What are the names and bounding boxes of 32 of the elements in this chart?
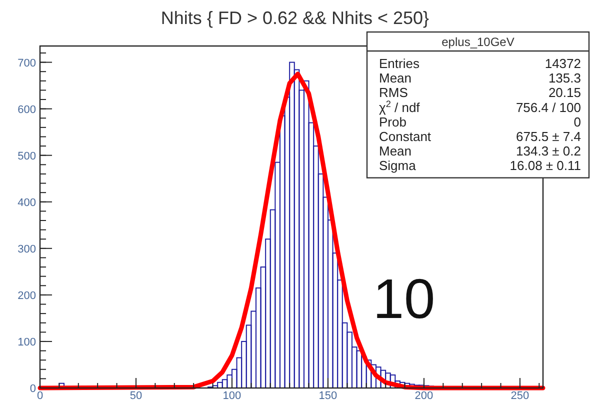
text: 20.15 bbox=[548, 85, 581, 100]
x-tick-label: 250 bbox=[510, 390, 530, 401]
x-tick-label: 100 bbox=[222, 390, 242, 401]
x-tick-label: 0 bbox=[36, 390, 44, 401]
y-tick-label: 700 bbox=[18, 57, 36, 70]
text: 135.3 bbox=[548, 70, 581, 86]
annotation: 10 bbox=[372, 267, 436, 330]
annotation: Mean bbox=[379, 70, 412, 86]
y-tick-label: 400 bbox=[18, 196, 36, 209]
annotation: χ$^{2}$ / ndf bbox=[379, 98, 420, 115]
y-tick-label: 500 bbox=[18, 150, 36, 162]
x-tick-label: 200 bbox=[414, 390, 434, 401]
x-tick-label: 150 bbox=[318, 390, 338, 401]
chart-title: Nhits { FD > 0.62 && Nhits < 250} bbox=[160, 8, 430, 28]
annotation: Prob bbox=[379, 114, 406, 130]
text: 0 bbox=[574, 114, 581, 130]
annotation: Entries bbox=[379, 56, 420, 71]
y-tick-label: 600 bbox=[18, 104, 36, 116]
annotation: Sigma bbox=[379, 158, 417, 174]
annotation: 756.4 / 100 bbox=[516, 100, 581, 115]
annotation: 16.08 ± 0.11 bbox=[510, 158, 581, 174]
annotation: 675.5 ± 7.4 bbox=[516, 129, 581, 144]
y-tick-label: 200 bbox=[18, 290, 36, 302]
annotation: Mean bbox=[379, 144, 412, 159]
annotation: 134.3 ± 0.2 bbox=[516, 144, 581, 159]
annotation: eplus_10GeV bbox=[442, 35, 514, 49]
y-tick-label: 300 bbox=[18, 243, 36, 256]
y-tick-label: 100 bbox=[18, 336, 36, 348]
x-tick-label: 50 bbox=[130, 390, 142, 401]
text: 14372 bbox=[544, 56, 581, 71]
annotation: RMS bbox=[379, 85, 408, 100]
annotation: Constant bbox=[379, 129, 432, 144]
